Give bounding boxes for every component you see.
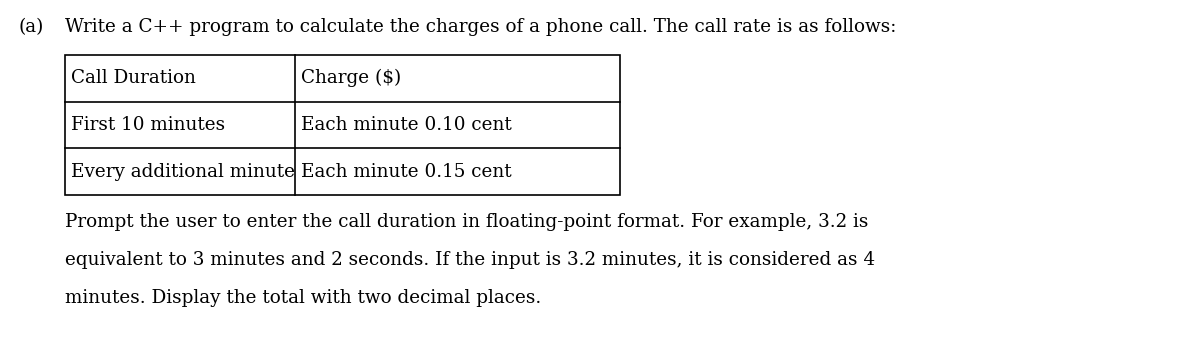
Text: Prompt the user to enter the call duration in floating-point format. For example: Prompt the user to enter the call durati… [65, 213, 869, 231]
Text: Call Duration: Call Duration [71, 69, 196, 87]
Bar [65, 55, 620, 195]
Text: Every additional minute: Every additional minute [71, 163, 295, 181]
Text: equivalent to 3 minutes and 2 seconds. If the input is 3.2 minutes, it is consid: equivalent to 3 minutes and 2 seconds. I… [65, 251, 875, 269]
Text: Each minute 0.15 cent: Each minute 0.15 cent [301, 163, 511, 181]
Text: Charge ($): Charge ($) [301, 69, 401, 88]
Text: minutes. Display the total with two decimal places.: minutes. Display the total with two deci… [65, 289, 541, 307]
Text: Each minute 0.10 cent: Each minute 0.10 cent [301, 116, 511, 134]
Text: (a): (a) [18, 18, 43, 36]
Text: First 10 minutes: First 10 minutes [71, 116, 226, 134]
Text: Write a C++ program to calculate the charges of a phone call. The call rate is a: Write a C++ program to calculate the cha… [65, 18, 896, 36]
